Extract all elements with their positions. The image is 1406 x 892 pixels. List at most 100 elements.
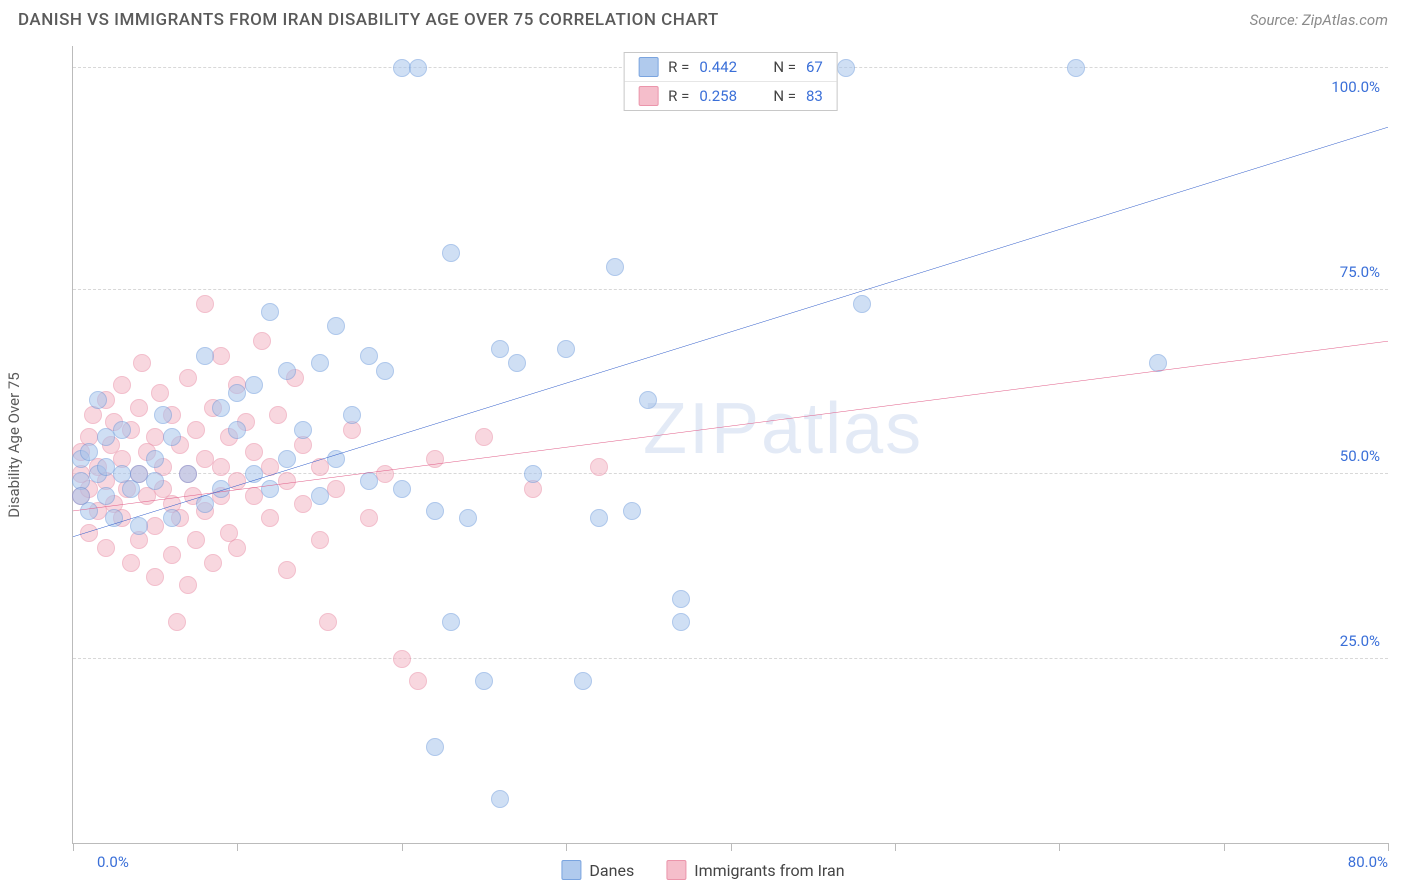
scatter-point-iran xyxy=(278,561,296,579)
x-tick xyxy=(731,843,732,851)
scatter-point-danes xyxy=(393,480,411,498)
scatter-point-danes xyxy=(491,790,509,808)
scatter-point-iran xyxy=(168,613,186,631)
scatter-point-iran xyxy=(146,428,164,446)
scatter-point-danes xyxy=(97,487,115,505)
y-axis-label: Disability Age Over 75 xyxy=(5,372,23,517)
scatter-point-iran xyxy=(146,517,164,535)
r-label: R = xyxy=(668,87,689,105)
x-tick xyxy=(73,843,74,851)
x-tick xyxy=(895,843,896,851)
scatter-point-danes xyxy=(574,672,592,690)
scatter-point-danes xyxy=(327,317,345,335)
scatter-point-danes xyxy=(261,480,279,498)
x-tick-min: 0.0% xyxy=(97,853,129,871)
scatter-point-danes xyxy=(245,465,263,483)
scatter-point-iran xyxy=(311,458,329,476)
x-tick xyxy=(237,843,238,851)
scatter-point-iran xyxy=(294,495,312,513)
n-value-iran: 83 xyxy=(806,87,823,105)
scatter-point-danes xyxy=(196,347,214,365)
scatter-point-iran xyxy=(80,524,98,542)
swatch-iran xyxy=(638,86,658,106)
scatter-point-danes xyxy=(557,340,575,358)
scatter-point-danes xyxy=(442,613,460,631)
watermark: ZIPatlas xyxy=(643,388,923,470)
scatter-point-danes xyxy=(294,421,312,439)
scatter-point-danes xyxy=(409,59,427,77)
scatter-point-danes xyxy=(376,362,394,380)
r-value-iran: 0.258 xyxy=(699,87,751,105)
scatter-point-danes xyxy=(442,244,460,262)
y-tick-label: 50.0% xyxy=(1340,447,1380,465)
scatter-point-danes xyxy=(154,406,172,424)
scatter-point-danes xyxy=(606,258,624,276)
n-label: N = xyxy=(773,58,796,76)
scatter-point-danes xyxy=(261,303,279,321)
scatter-point-danes xyxy=(179,465,197,483)
scatter-point-iran xyxy=(376,465,394,483)
swatch-danes xyxy=(638,57,658,77)
r-value-danes: 0.442 xyxy=(699,58,751,76)
scatter-point-danes xyxy=(491,340,509,358)
legend-item-danes: Danes xyxy=(561,860,634,880)
scatter-point-iran xyxy=(590,458,608,476)
scatter-point-danes xyxy=(89,391,107,409)
scatter-point-danes xyxy=(639,391,657,409)
y-tick-label: 100.0% xyxy=(1331,78,1380,96)
scatter-point-iran xyxy=(212,347,230,365)
scatter-point-danes xyxy=(245,376,263,394)
scatter-point-iran xyxy=(253,332,271,350)
scatter-point-danes xyxy=(459,509,477,527)
swatch-danes xyxy=(561,860,581,880)
scatter-point-danes xyxy=(508,354,526,372)
scatter-point-iran xyxy=(130,399,148,417)
scatter-point-iran xyxy=(196,295,214,313)
series-label-danes: Danes xyxy=(589,861,634,880)
scatter-point-iran xyxy=(204,554,222,572)
chart-area: Disability Age Over 75 ZIPatlas R = 0.44… xyxy=(50,46,1388,844)
scatter-point-iran xyxy=(319,613,337,631)
scatter-point-danes xyxy=(80,443,98,461)
scatter-point-iran xyxy=(212,458,230,476)
scatter-point-iran xyxy=(228,539,246,557)
scatter-point-danes xyxy=(327,450,345,468)
scatter-point-danes xyxy=(130,517,148,535)
scatter-point-danes xyxy=(80,502,98,520)
scatter-point-iran xyxy=(133,354,151,372)
x-tick xyxy=(1224,843,1225,851)
scatter-point-iran xyxy=(113,376,131,394)
scatter-point-danes xyxy=(837,59,855,77)
series-legend: Danes Immigrants from Iran xyxy=(561,860,844,880)
chart-title: DANISH VS IMMIGRANTS FROM IRAN DISABILIT… xyxy=(18,10,719,30)
scatter-point-iran xyxy=(426,450,444,468)
scatter-point-danes xyxy=(590,509,608,527)
scatter-point-danes xyxy=(105,509,123,527)
scatter-point-danes xyxy=(426,738,444,756)
scatter-point-iran xyxy=(475,428,493,446)
scatter-point-iran xyxy=(179,576,197,594)
scatter-point-danes xyxy=(672,590,690,608)
scatter-point-danes xyxy=(228,421,246,439)
scatter-point-iran xyxy=(245,443,263,461)
scatter-point-iran xyxy=(360,509,378,527)
scatter-point-iran xyxy=(228,472,246,490)
watermark-bold: ZIP xyxy=(643,389,761,469)
scatter-point-danes xyxy=(163,428,181,446)
scatter-point-danes xyxy=(130,465,148,483)
scatter-point-iran xyxy=(311,531,329,549)
plot-region: ZIPatlas R = 0.442 N = 67 R = 0.258 N = … xyxy=(72,46,1388,844)
gridline xyxy=(73,289,1388,290)
scatter-point-danes xyxy=(311,354,329,372)
scatter-point-danes xyxy=(97,428,115,446)
scatter-point-danes xyxy=(360,472,378,490)
y-tick-label: 75.0% xyxy=(1340,263,1380,281)
scatter-point-danes xyxy=(672,613,690,631)
scatter-point-iran xyxy=(97,539,115,557)
scatter-point-danes xyxy=(475,672,493,690)
watermark-thin: atlas xyxy=(761,389,923,469)
correlation-legend: R = 0.442 N = 67 R = 0.258 N = 83 xyxy=(623,52,838,111)
r-label: R = xyxy=(668,58,689,76)
legend-row-danes: R = 0.442 N = 67 xyxy=(624,53,837,81)
scatter-point-danes xyxy=(278,362,296,380)
